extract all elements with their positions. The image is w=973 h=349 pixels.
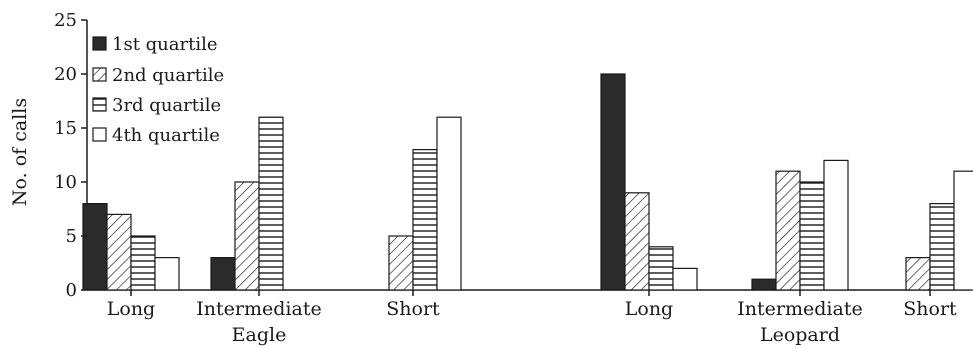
bar-4-cat-3 <box>436 116 462 291</box>
bar-4-cat-1 <box>154 257 180 291</box>
bar-2-cat-3 <box>388 235 414 291</box>
y-tick-label: 0 <box>66 280 77 301</box>
bar-2-cat-4 <box>624 192 650 291</box>
legend: 1st quartile 2nd quartile 3rd quartile 4th … <box>92 34 224 146</box>
bar-2-cat-5 <box>775 170 801 291</box>
y-tick-label: 15 <box>54 118 77 139</box>
bar-4-cat-4 <box>672 267 698 291</box>
bar-1-cat-5 <box>751 278 777 291</box>
bar-3-cat-5 <box>799 181 825 291</box>
bar-1-cat-4 <box>600 73 626 291</box>
bar-3-cat-1 <box>130 235 156 291</box>
legend-swatch <box>92 127 107 142</box>
y-tick-label: 10 <box>54 172 77 193</box>
category-label: Intermediate <box>737 298 862 320</box>
group-label: Eagle <box>232 324 287 346</box>
category-labels: Long Intermediate Short Long Intermediate Sho… <box>107 298 957 320</box>
category-label: Short <box>386 298 440 320</box>
bar-3-cat-4 <box>648 246 674 291</box>
category-label: Intermediate <box>196 298 321 320</box>
bar-3-cat-6 <box>929 203 955 291</box>
legend-label: 1st quartile <box>112 34 218 55</box>
category-label: Short <box>903 298 957 320</box>
bar-4-cat-5 <box>823 159 849 291</box>
y-tick-label: 5 <box>66 226 77 247</box>
bar-1-cat-2 <box>210 257 236 291</box>
y-ticks: 0 5 10 15 20 25 <box>54 10 87 301</box>
group-labels: Eagle Leopard <box>232 324 840 346</box>
legend-swatch <box>92 67 107 82</box>
bar-2-cat-6 <box>905 257 931 291</box>
category-label: Long <box>107 298 155 320</box>
legend-swatch <box>92 97 107 112</box>
bar-1-cat-1 <box>82 203 108 291</box>
legend-swatch <box>92 36 107 51</box>
legend-label: 3rd quartile <box>112 95 221 116</box>
category-label: Long <box>625 298 673 320</box>
legend-label: 2nd quartile <box>112 65 224 86</box>
bar-2-cat-1 <box>106 213 132 291</box>
bars <box>82 73 973 296</box>
legend-label: 4th quartile <box>112 125 220 146</box>
bar-3-cat-2 <box>258 116 284 291</box>
y-axis-title: No. of calls <box>9 98 31 206</box>
bar-4-cat-6 <box>953 170 973 291</box>
y-tick-label: 25 <box>54 10 77 31</box>
group-label: Leopard <box>760 324 840 346</box>
bar-3-cat-3 <box>412 149 438 291</box>
bar-2-cat-2 <box>234 181 260 291</box>
y-tick-label: 20 <box>54 64 77 85</box>
